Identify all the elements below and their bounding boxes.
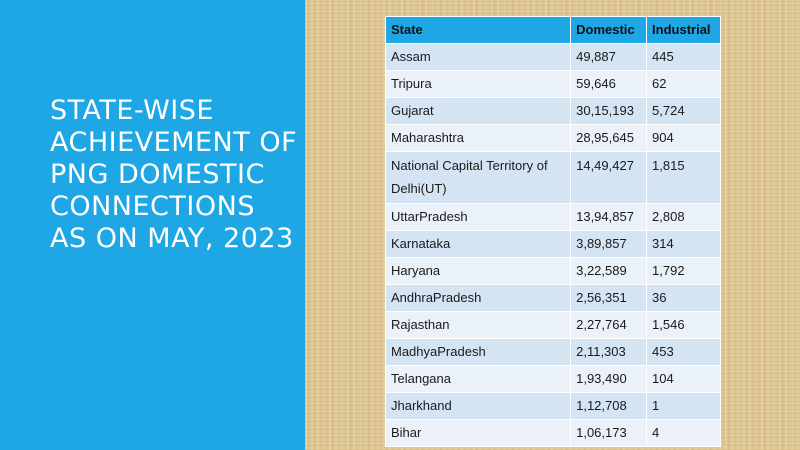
table-header-row: State Domestic Industrial — [384, 16, 721, 44]
table-row: Assam 49,887 445 — [384, 43, 721, 71]
cell-state: MadhyaPradesh — [384, 338, 572, 366]
cell-domestic: 59,646 — [570, 70, 648, 98]
cell-industrial: 1,546 — [646, 311, 721, 339]
table-row: Karnataka 3,89,857 314 — [384, 230, 721, 258]
cell-domestic: 3,89,857 — [570, 230, 648, 258]
cell-state: Jharkhand — [384, 392, 572, 420]
cell-state: Assam — [384, 43, 572, 71]
cell-industrial: 104 — [646, 365, 721, 393]
cell-state: National Capital Territory of Delhi(UT) — [384, 151, 572, 204]
cell-industrial: 1,792 — [646, 257, 721, 285]
cell-state: Telangana — [384, 365, 572, 393]
png-connections-table: State Domestic Industrial Assam 49,887 445… — [384, 16, 721, 447]
cell-state: Bihar — [384, 419, 572, 447]
cell-industrial: 904 — [646, 124, 721, 152]
cell-domestic: 30,15,193 — [570, 97, 648, 125]
cell-industrial: 1,815 — [646, 151, 721, 204]
cell-state: Tripura — [384, 70, 572, 98]
cell-domestic: 49,887 — [570, 43, 648, 71]
title-panel: STATE-WISE ACHIEVEMENT OF PNG DOMESTIC C… — [0, 0, 305, 450]
cell-domestic: 1,12,708 — [570, 392, 648, 420]
table-row: Jharkhand 1,12,708 1 — [384, 392, 721, 420]
cell-domestic: 2,11,303 — [570, 338, 648, 366]
cell-domestic: 14,49,427 — [570, 151, 648, 204]
table-row: Tripura 59,646 62 — [384, 70, 721, 98]
table-row: MadhyaPradesh 2,11,303 453 — [384, 338, 721, 366]
table-row: Maharashtra 28,95,645 904 — [384, 124, 721, 152]
cell-state: Haryana — [384, 257, 572, 285]
cell-industrial: 36 — [646, 284, 721, 312]
cell-domestic: 2,27,764 — [570, 311, 648, 339]
cell-state: Rajasthan — [384, 311, 572, 339]
cell-state: Karnataka — [384, 230, 572, 258]
cell-domestic: 3,22,589 — [570, 257, 648, 285]
cell-industrial: 5,724 — [646, 97, 721, 125]
cell-industrial: 314 — [646, 230, 721, 258]
cell-domestic: 1,93,490 — [570, 365, 648, 393]
cell-industrial: 62 — [646, 70, 721, 98]
cell-domestic: 28,95,645 — [570, 124, 648, 152]
cell-industrial: 1 — [646, 392, 721, 420]
cell-industrial: 445 — [646, 43, 721, 71]
cell-state: Maharashtra — [384, 124, 572, 152]
header-industrial: Industrial — [646, 16, 721, 44]
table-row: Rajasthan 2,27,764 1,546 — [384, 311, 721, 339]
table-row: National Capital Territory of Delhi(UT) 1… — [384, 151, 721, 204]
table-row: UttarPradesh 13,94,857 2,808 — [384, 203, 721, 231]
cell-industrial: 2,808 — [646, 203, 721, 231]
cell-domestic: 13,94,857 — [570, 203, 648, 231]
cell-domestic: 1,06,173 — [570, 419, 648, 447]
cell-domestic: 2,56,351 — [570, 284, 648, 312]
cell-industrial: 453 — [646, 338, 721, 366]
slide-title: STATE-WISE ACHIEVEMENT OF PNG DOMESTIC C… — [50, 95, 298, 254]
header-domestic: Domestic — [570, 16, 648, 44]
header-state: State — [384, 16, 572, 44]
table-row: Bihar 1,06,173 4 — [384, 419, 721, 447]
table-row: Telangana 1,93,490 104 — [384, 365, 721, 393]
table-row: Gujarat 30,15,193 5,724 — [384, 97, 721, 125]
table-row: AndhraPradesh 2,56,351 36 — [384, 284, 721, 312]
cell-state: AndhraPradesh — [384, 284, 572, 312]
cell-state: Gujarat — [384, 97, 572, 125]
cell-industrial: 4 — [646, 419, 721, 447]
cell-state: UttarPradesh — [384, 203, 572, 231]
table-row: Haryana 3,22,589 1,792 — [384, 257, 721, 285]
